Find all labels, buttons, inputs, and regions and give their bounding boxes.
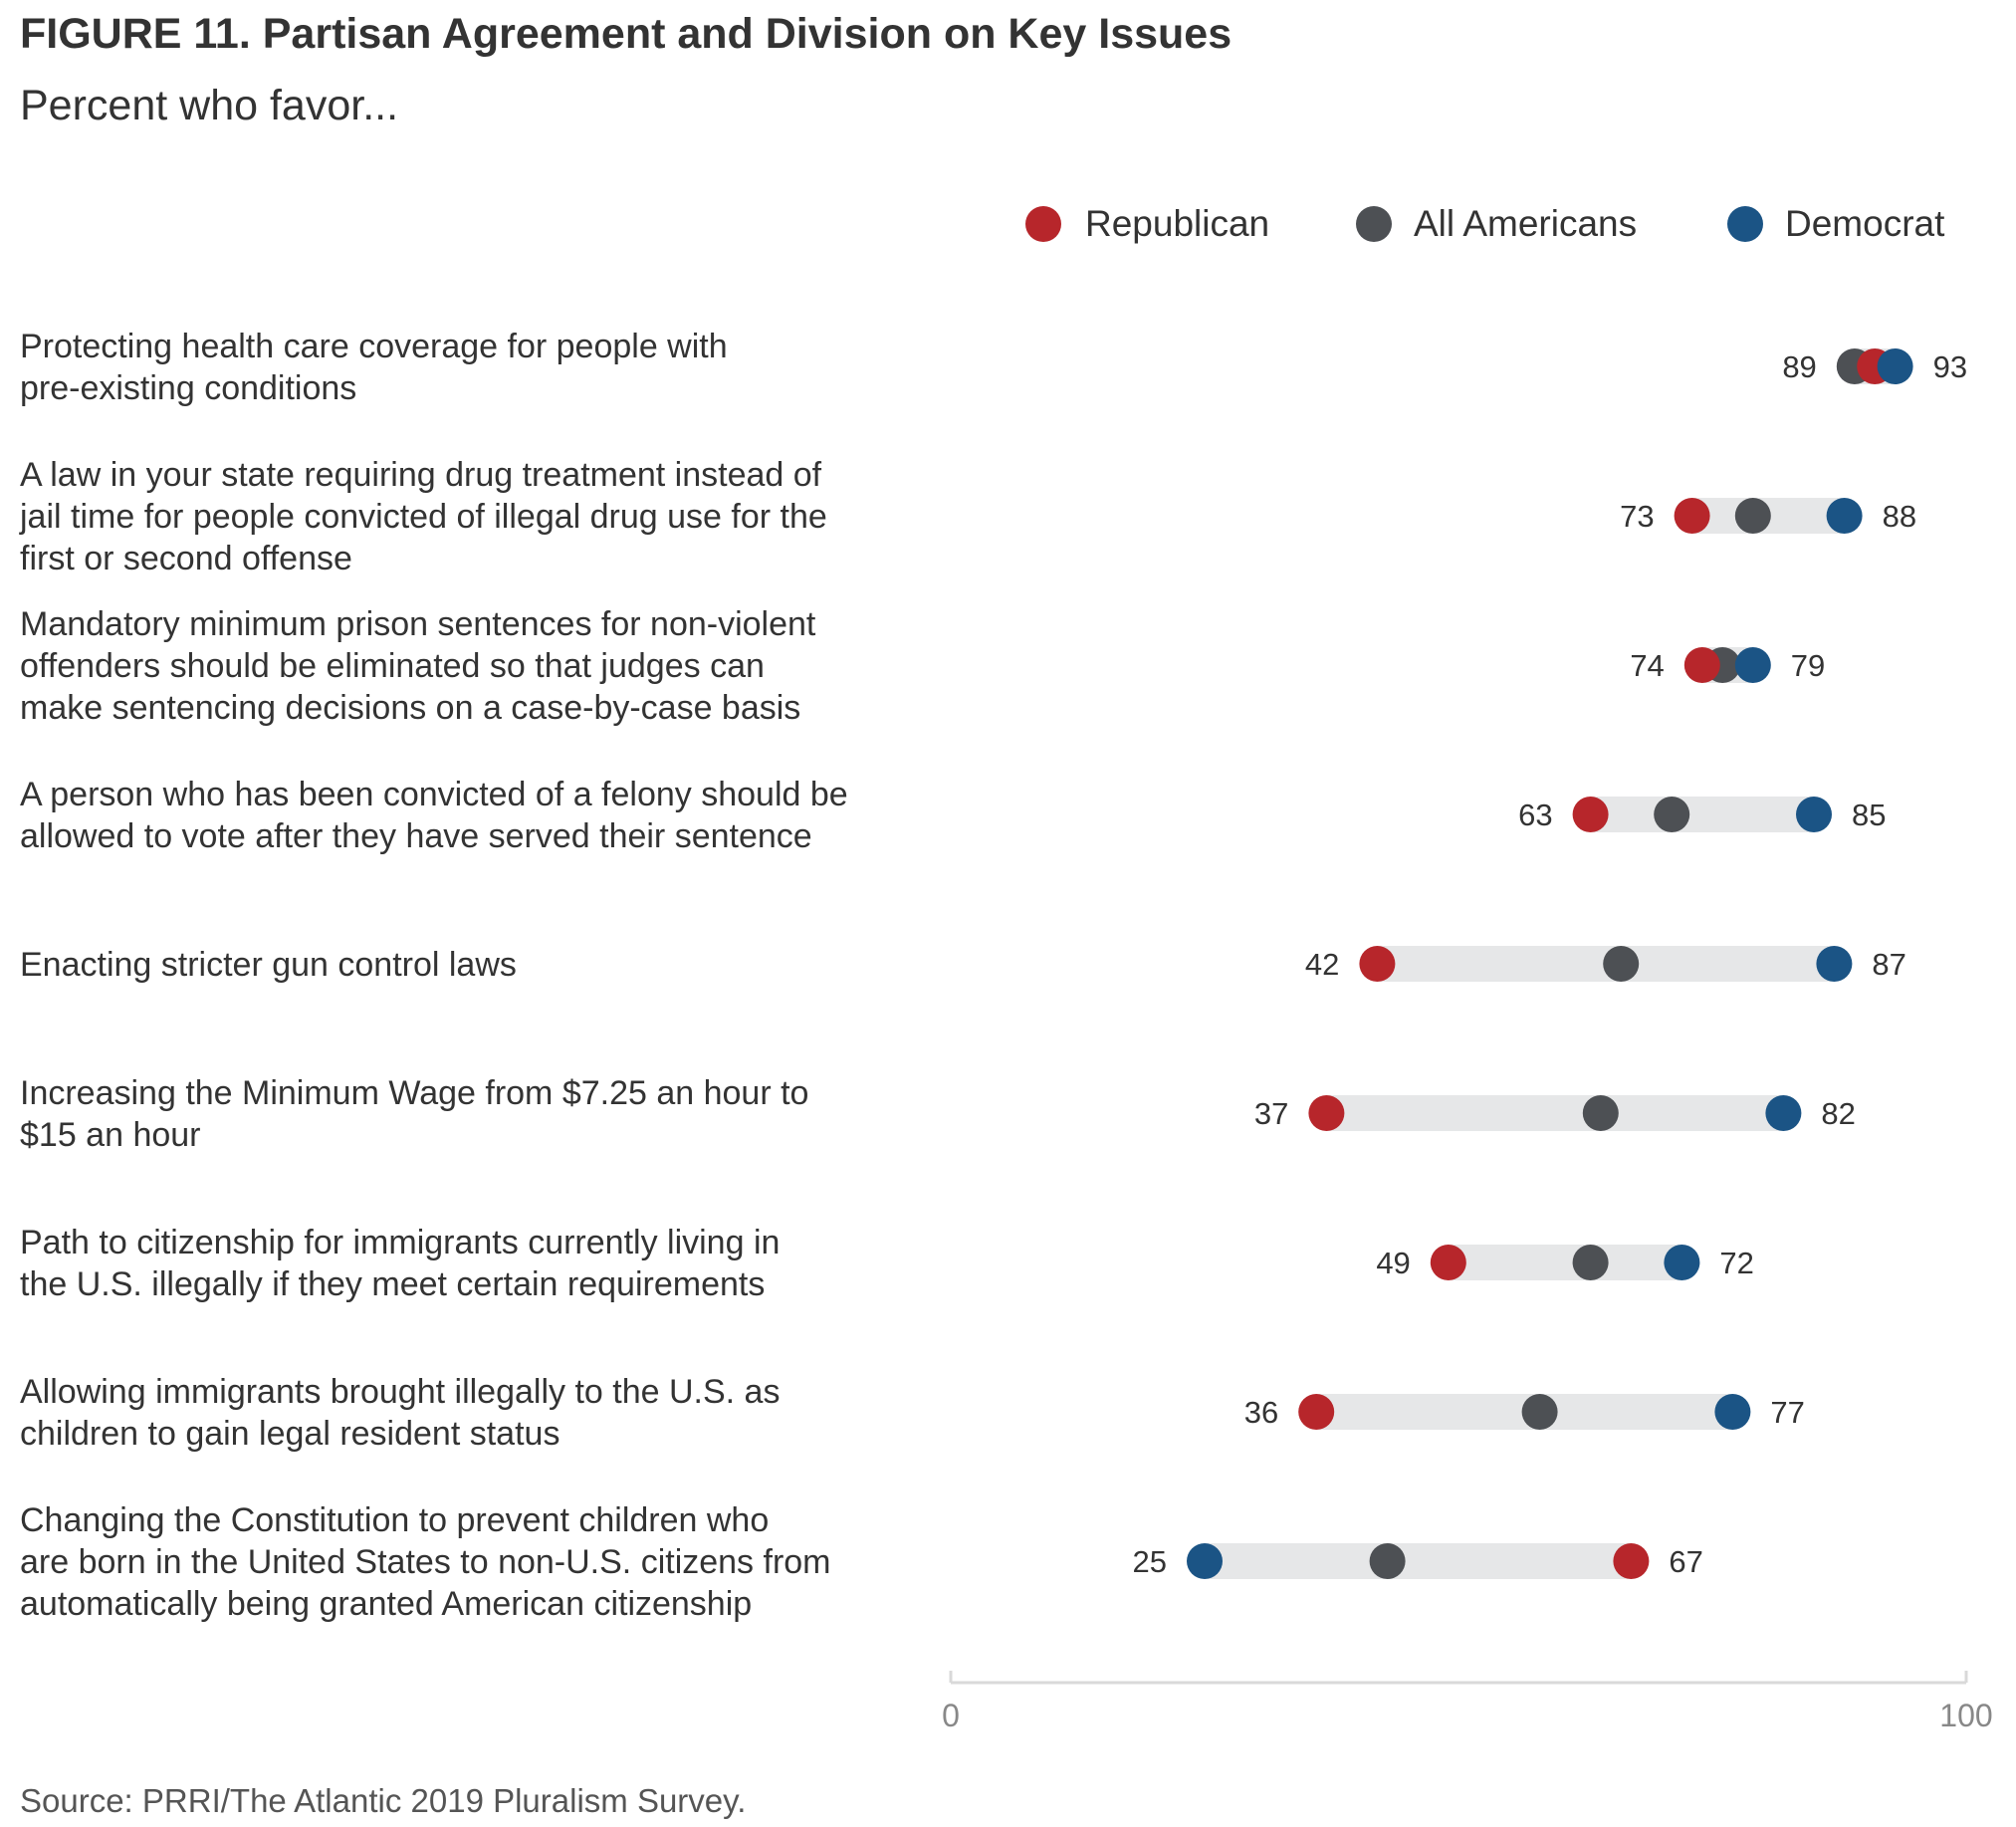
min-value-label: 49	[1376, 1246, 1410, 1280]
range-bar	[1590, 797, 1814, 832]
dot-all	[1582, 1095, 1619, 1131]
issue-label: Allowing immigrants brought illegally to…	[20, 1373, 780, 1453]
issue-row: Protecting health care coverage for peop…	[20, 328, 1967, 407]
source-note: Source: PRRI/The Atlantic 2019 Pluralism…	[20, 1782, 747, 1819]
legend-marker-all	[1356, 206, 1392, 242]
min-value-label: 36	[1244, 1395, 1278, 1430]
issue-row: Allowing immigrants brought illegally to…	[20, 1373, 1805, 1453]
max-value-label: 85	[1852, 798, 1886, 832]
dot-republican	[1430, 1245, 1466, 1280]
axis-tick-label: 100	[1939, 1698, 1992, 1733]
issue-label: Mandatory minimum prison sentences for n…	[20, 605, 816, 727]
dot-democrat	[1877, 348, 1913, 384]
issue-row: Changing the Constitution to prevent chi…	[20, 1501, 1703, 1623]
issue-label: Protecting health care coverage for peop…	[20, 328, 728, 407]
dot-all	[1572, 1245, 1609, 1280]
dot-republican	[1683, 647, 1720, 683]
axis-tick-label: 0	[942, 1698, 960, 1733]
issue-label: Path to citizenship for immigrants curre…	[20, 1224, 780, 1303]
dot-democrat	[1187, 1543, 1223, 1579]
dot-republican	[1359, 946, 1396, 982]
max-value-label: 88	[1883, 499, 1916, 534]
legend: Republican All Americans Democrat	[1025, 203, 1945, 244]
dot-democrat	[1664, 1245, 1700, 1280]
issue-label: Changing the Constitution to prevent chi…	[20, 1501, 831, 1623]
dot-democrat	[1826, 498, 1863, 534]
issue-row: A law in your state requiring drug treat…	[19, 456, 1916, 577]
dot-democrat	[1714, 1394, 1751, 1430]
dot-all	[1369, 1543, 1406, 1579]
dot-democrat	[1765, 1095, 1802, 1131]
issue-label: Enacting stricter gun control laws	[20, 946, 517, 984]
issue-label: A person who has been convicted of a fel…	[20, 776, 848, 855]
dot-republican	[1613, 1543, 1650, 1579]
range-bar	[1205, 1543, 1632, 1579]
chart-rows: Protecting health care coverage for peop…	[19, 328, 1967, 1623]
max-value-label: 67	[1669, 1544, 1702, 1579]
min-value-label: 25	[1133, 1544, 1167, 1579]
max-value-label: 79	[1791, 648, 1825, 683]
dot-all	[1521, 1394, 1558, 1430]
range-bar	[1326, 1095, 1784, 1131]
dot-republican	[1308, 1095, 1345, 1131]
min-value-label: 37	[1254, 1096, 1288, 1131]
dot-all	[1734, 498, 1771, 534]
legend-label-republican: Republican	[1085, 203, 1269, 244]
max-value-label: 77	[1770, 1395, 1804, 1430]
dot-republican	[1674, 498, 1710, 534]
max-value-label: 93	[1933, 349, 1967, 384]
min-value-label: 63	[1518, 798, 1552, 832]
dot-republican	[1298, 1394, 1335, 1430]
max-value-label: 82	[1821, 1096, 1855, 1131]
dot-republican	[1572, 797, 1609, 832]
min-value-label: 73	[1620, 499, 1654, 534]
issue-label: A law in your state requiring drug treat…	[19, 456, 827, 577]
issue-label: Increasing the Minimum Wage from $7.25 a…	[20, 1074, 808, 1154]
issue-row: Mandatory minimum prison sentences for n…	[20, 605, 1825, 727]
legend-marker-democrat	[1727, 206, 1763, 242]
range-bar	[1448, 1245, 1682, 1280]
max-value-label: 87	[1872, 947, 1905, 982]
issue-row: Path to citizenship for immigrants curre…	[20, 1224, 1754, 1303]
min-value-label: 42	[1305, 947, 1339, 982]
dot-all	[1603, 946, 1640, 982]
dot-democrat	[1816, 946, 1853, 982]
chart-title: FIGURE 11. Partisan Agreement and Divisi…	[20, 10, 1232, 58]
dot-all	[1654, 797, 1690, 832]
dot-democrat	[1734, 647, 1771, 683]
legend-marker-republican	[1025, 206, 1061, 242]
issue-row: Enacting stricter gun control laws 42 87	[20, 946, 1906, 984]
chart-subtitle: Percent who favor...	[20, 82, 399, 129]
issue-row: Increasing the Minimum Wage from $7.25 a…	[20, 1074, 1856, 1154]
min-value-label: 74	[1630, 648, 1664, 683]
issue-row: A person who has been convicted of a fel…	[20, 776, 1886, 855]
min-value-label: 89	[1782, 349, 1816, 384]
x-axis: 0 100	[942, 1671, 1993, 1733]
dot-democrat	[1796, 797, 1832, 832]
max-value-label: 72	[1719, 1246, 1753, 1280]
legend-label-all: All Americans	[1414, 203, 1637, 244]
legend-label-democrat: Democrat	[1785, 203, 1945, 244]
